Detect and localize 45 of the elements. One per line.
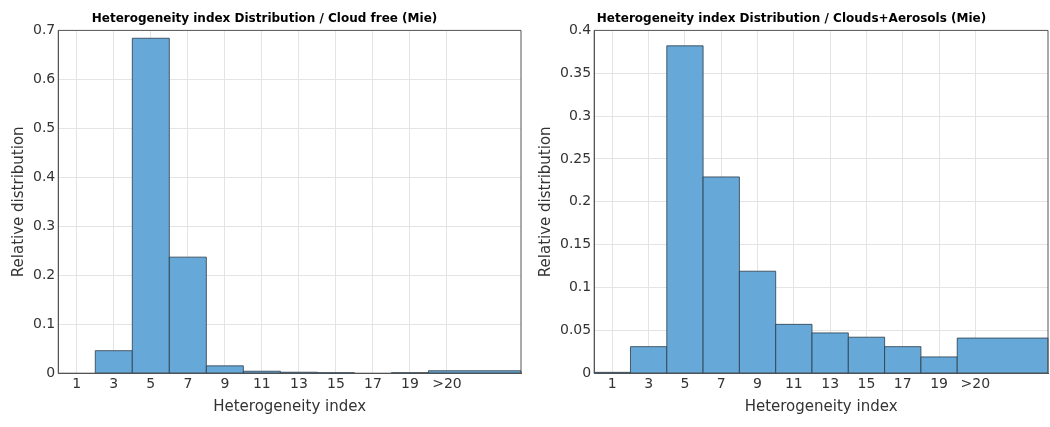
x-tick-label: 17: [364, 375, 382, 392]
y-tick-label: 0.15: [560, 235, 592, 252]
x-tick-label: 7: [716, 375, 726, 392]
y-axis-title: Relative distribution: [535, 126, 554, 278]
x-tick-label: 9: [753, 375, 763, 392]
y-tick-label: 0.5: [33, 118, 56, 135]
y-axis-title: Relative distribution: [8, 126, 27, 278]
x-tick-label: 11: [252, 375, 271, 392]
x-tick-label: 5: [146, 375, 156, 392]
y-tick-label: 0.05: [560, 320, 592, 337]
y-tick-label: 0.4: [33, 167, 56, 184]
chart-title: Heterogeneity index Distribution / Cloud free (Mie): [91, 11, 438, 26]
x-tick-label: >20: [960, 375, 991, 392]
y-tick-label: 0.35: [560, 63, 592, 80]
y-tick-label: 0.25: [560, 149, 592, 166]
x-axis-title: Heterogeneity index: [213, 396, 367, 415]
x-tick-label: 13: [289, 375, 308, 392]
y-tick-label: 0.1: [33, 314, 56, 331]
y-tick-label: 0.1: [568, 278, 592, 295]
x-tick-label: 3: [644, 375, 654, 392]
y-tick-label: 0: [46, 363, 56, 380]
y-tick-label: 0.3: [568, 106, 592, 123]
x-axis-title: Heterogeneity index: [744, 396, 898, 415]
y-tick-label: 0.7: [33, 21, 56, 38]
x-tick-label: 3: [109, 375, 119, 392]
y-tick-label: 0.6: [33, 70, 56, 87]
chart-title: Heterogeneity index Distribution / Clouds+Aerosols (Mie): [596, 11, 987, 26]
x-tick-label: 19: [401, 375, 419, 392]
x-tick-label: 19: [930, 375, 948, 392]
x-tick-label: 9: [220, 375, 230, 392]
x-tick-label: 17: [893, 375, 912, 392]
x-tick-label: 7: [183, 375, 193, 392]
y-tick-label: 0.3: [33, 216, 56, 233]
x-tick-label: 5: [680, 375, 690, 392]
y-tick-label: 0.2: [568, 192, 592, 209]
y-tick-label: 0.2: [33, 265, 56, 282]
x-tick-label: 1: [72, 375, 82, 392]
y-tick-label: 0.4: [568, 21, 592, 38]
y-tick-label: 0: [582, 363, 592, 380]
x-tick-label: 13: [821, 375, 840, 392]
x-tick-label: 15: [857, 375, 876, 392]
x-tick-label: >20: [432, 375, 462, 392]
x-tick-label: 11: [784, 375, 803, 392]
x-tick-label: 15: [326, 375, 345, 392]
x-tick-label: 1: [607, 375, 617, 392]
